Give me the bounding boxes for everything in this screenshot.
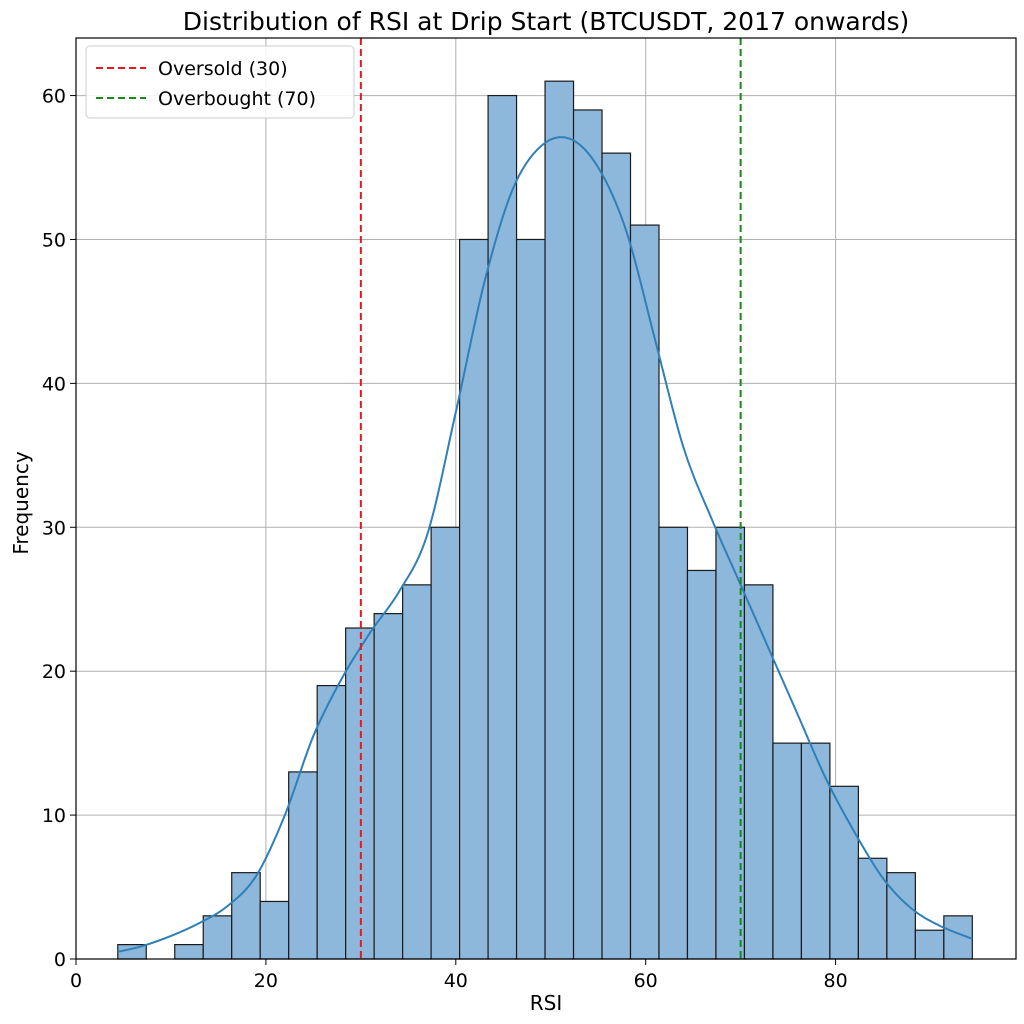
legend-label-oversold: Oversold (30) [158,58,288,80]
legend: Oversold (30) Overbought (70) [85,45,355,119]
x-tick-label: 40 [444,970,468,992]
histogram-bar [259,900,290,960]
histogram-bar [487,94,518,960]
histogram-bar [458,238,489,960]
histogram-bar [601,152,632,960]
y-axis-label: Frequency [9,451,33,554]
histogram-bar [373,613,404,960]
plot-frame [75,37,1017,960]
histogram-bar [288,771,318,960]
histogram-bar [430,526,461,960]
histogram-bars [117,80,973,960]
histogram-bar [772,742,803,960]
histogram-bar [658,526,689,960]
chart-title: Distribution of RSI at Drip Start (BTCUS… [183,7,910,36]
x-axis-ticks: 0 20 40 60 80 [70,959,848,992]
histogram-bar [231,872,261,960]
histogram-bar [316,684,347,960]
histogram-bar [857,857,888,960]
y-axis-ticks: 0 10 20 30 40 50 60 [42,86,76,971]
y-tick-label: 60 [42,86,66,108]
y-tick-label: 50 [42,229,66,251]
histogram-bar [402,584,432,960]
histogram-bar [743,584,774,960]
y-tick-label: 30 [42,517,66,539]
histogram-bar [544,80,575,960]
y-tick-label: 40 [42,373,66,395]
histogram-bar [800,742,831,960]
x-tick-label: 60 [634,970,658,992]
histogram-bar [572,109,603,960]
x-axis-label: RSI [530,991,563,1015]
histogram-bar [686,569,717,960]
histogram-bar [202,915,233,960]
x-tick-label: 80 [824,970,848,992]
histogram-bar [886,872,916,960]
legend-box [85,45,355,119]
x-tick-label: 0 [70,970,82,992]
histogram-bar [345,627,375,960]
y-tick-label: 20 [42,661,66,683]
y-tick-label: 0 [54,949,66,971]
kde-curve [117,136,973,953]
x-tick-label: 20 [254,970,278,992]
legend-label-overbought: Overbought (70) [158,88,316,110]
histogram-bar [914,929,945,960]
histogram-bar [515,238,546,960]
y-tick-label: 10 [42,805,66,827]
histogram-bar [174,944,204,960]
